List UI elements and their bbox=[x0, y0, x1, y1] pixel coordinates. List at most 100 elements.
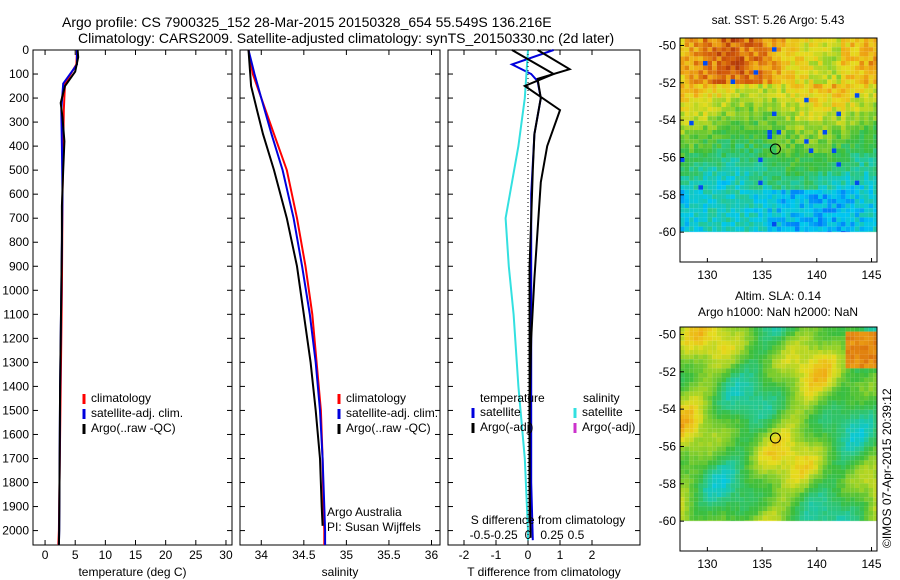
map-cell bbox=[790, 70, 795, 75]
map-cell bbox=[772, 520, 777, 522]
map-cell bbox=[841, 354, 846, 360]
map-cell bbox=[684, 400, 690, 406]
map-cell bbox=[790, 84, 795, 89]
map-cell bbox=[749, 139, 754, 144]
map-cell bbox=[707, 208, 713, 213]
map-cell bbox=[864, 483, 869, 488]
map-cell bbox=[758, 212, 763, 218]
map-cell bbox=[873, 345, 877, 350]
map-cell bbox=[790, 511, 795, 516]
map-cell bbox=[818, 423, 823, 429]
map-cell bbox=[767, 483, 772, 488]
map-cell bbox=[772, 492, 777, 498]
map-cell bbox=[868, 446, 874, 452]
s-tick-label: 0.5 bbox=[568, 528, 585, 542]
map-cell bbox=[721, 47, 726, 52]
map-cell bbox=[864, 359, 869, 364]
map-cell bbox=[680, 345, 685, 350]
map-cell bbox=[799, 51, 805, 57]
map-cell bbox=[698, 226, 703, 232]
map-cell bbox=[813, 474, 818, 479]
map-cell bbox=[712, 148, 717, 153]
map-cell bbox=[689, 56, 694, 61]
map-cell bbox=[781, 139, 786, 144]
map-cell bbox=[689, 162, 694, 167]
map-cell bbox=[739, 42, 745, 48]
map-cell bbox=[689, 176, 694, 181]
map-cell bbox=[716, 469, 722, 475]
map-cell bbox=[716, 212, 722, 218]
map-cell bbox=[785, 465, 791, 470]
y-tick-label: 0 bbox=[22, 43, 29, 57]
map-cell bbox=[813, 340, 818, 346]
map-cell bbox=[712, 451, 717, 456]
map-cell bbox=[822, 354, 828, 360]
map-cell bbox=[850, 65, 855, 71]
map-cell bbox=[808, 506, 814, 511]
map-cell bbox=[790, 47, 795, 52]
map-cell bbox=[767, 162, 772, 167]
map-cell bbox=[726, 336, 731, 341]
map-cell bbox=[739, 428, 745, 433]
map-cell bbox=[735, 511, 740, 516]
map-cell bbox=[822, 139, 828, 144]
map-cell bbox=[689, 148, 694, 153]
map-cell bbox=[836, 194, 841, 199]
map-cell bbox=[735, 208, 740, 213]
map-cell bbox=[799, 391, 805, 396]
map-cell bbox=[762, 506, 768, 511]
map-cell bbox=[854, 125, 860, 130]
map-cell bbox=[707, 451, 713, 456]
diff-legend-s-label: satellite bbox=[582, 405, 623, 419]
map-cell bbox=[762, 74, 768, 80]
map-cell bbox=[735, 111, 740, 117]
map-cell bbox=[795, 203, 800, 209]
map-cell bbox=[776, 400, 782, 406]
map-cell bbox=[790, 199, 795, 204]
map-cell bbox=[739, 405, 745, 410]
map-cell bbox=[868, 134, 874, 140]
map-cell bbox=[730, 47, 736, 52]
map-cell bbox=[822, 400, 828, 406]
map-cell bbox=[698, 373, 703, 378]
map-cell bbox=[721, 437, 726, 442]
map-cell bbox=[707, 414, 713, 419]
map-cell bbox=[804, 74, 809, 80]
map-cell bbox=[744, 483, 749, 488]
map-cell bbox=[698, 42, 703, 48]
map-cell bbox=[684, 125, 690, 130]
map-cell bbox=[813, 497, 818, 502]
map-cell bbox=[873, 446, 877, 452]
map-cell bbox=[831, 176, 837, 181]
map-cell bbox=[864, 437, 869, 442]
map-cell bbox=[693, 488, 699, 493]
map-cell bbox=[703, 340, 708, 346]
map-cell bbox=[799, 79, 805, 84]
map-cell bbox=[772, 212, 777, 218]
map-cell bbox=[854, 139, 860, 144]
map-cell bbox=[785, 497, 791, 502]
map-cell bbox=[707, 345, 713, 350]
map-cell bbox=[735, 359, 740, 364]
map-cell bbox=[712, 130, 717, 135]
map-cell bbox=[689, 226, 694, 232]
map-cell bbox=[841, 189, 846, 195]
map-cell bbox=[790, 157, 795, 163]
map-cell bbox=[716, 419, 722, 424]
map-cell bbox=[735, 102, 740, 107]
map-cell bbox=[859, 212, 864, 218]
map-cell bbox=[689, 400, 694, 406]
map-cell bbox=[730, 368, 736, 373]
map-cell bbox=[730, 373, 736, 378]
map-cell bbox=[749, 373, 754, 378]
map-cell bbox=[822, 340, 828, 346]
map-cell bbox=[790, 38, 795, 43]
map-cell bbox=[776, 515, 782, 521]
map-cell bbox=[758, 130, 763, 135]
map-cell bbox=[836, 199, 841, 204]
map-cell bbox=[707, 47, 713, 52]
map-cell bbox=[785, 212, 791, 218]
map-cell bbox=[836, 400, 841, 406]
map-cell bbox=[753, 166, 759, 172]
map-cell bbox=[739, 451, 745, 456]
